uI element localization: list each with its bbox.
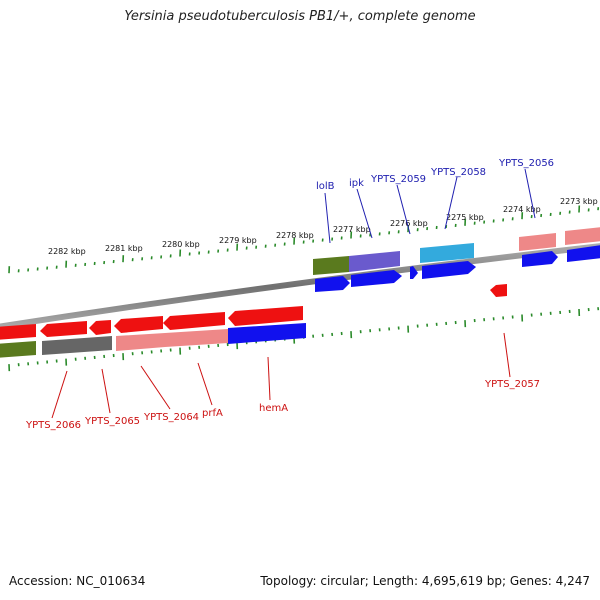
- scale-label-2279: 2279 kbp: [219, 236, 257, 245]
- gene-feature-olive-lolB[interactable]: [313, 256, 349, 275]
- scale-label-2274: 2274 kbp: [503, 205, 541, 214]
- scale-label-2275: 2275 kbp: [446, 213, 484, 222]
- lower-leader-lines: [51, 332, 511, 419]
- gene-feature-gray-YPTS_2065[interactable]: [42, 336, 112, 355]
- gene-arrow-red-3[interactable]: [89, 320, 111, 335]
- gene-label-lolB: lolB: [316, 181, 335, 192]
- gene-label-YPTS_2058: YPTS_2058: [430, 167, 486, 178]
- scale-label-2273: 2273 kbp: [560, 197, 598, 206]
- gene-arrow-blue-1[interactable]: [315, 276, 350, 292]
- scale-label-2278: 2278 kbp: [276, 231, 314, 240]
- gene-feature-pink-prfA[interactable]: [165, 329, 228, 347]
- genome-title: Yersinia pseudotuberculosis PB1/+, compl…: [124, 9, 476, 24]
- upper-leader-lines: [324, 168, 536, 244]
- gene-arrow-red-YPTS_2057[interactable]: [490, 284, 507, 297]
- gene-arrow-red-5[interactable]: [163, 312, 225, 330]
- scale-label-2282: 2282 kbp: [48, 247, 86, 256]
- gene-arrow-red-4[interactable]: [114, 316, 163, 333]
- gene-feature-cyan-YPTS_2058[interactable]: [420, 243, 474, 263]
- gene-feature-pink-YPTS_2056[interactable]: [519, 233, 556, 251]
- topology-text: Topology: circular; Length: 4,695,619 bp…: [260, 574, 590, 588]
- gene-label-YPTS_2065: YPTS_2065: [84, 416, 140, 427]
- scale-label-2276: 2276 kbp: [390, 219, 428, 228]
- scale-label-2280: 2280 kbp: [162, 240, 200, 249]
- gene-label-prfA: prfA: [202, 408, 223, 419]
- gene-feature-lavender-ipk[interactable]: [349, 251, 400, 272]
- upper-scale-ticks: [8, 205, 600, 274]
- gene-label-YPTS_2066: YPTS_2066: [25, 420, 81, 431]
- gene-label-YPTS_2064: YPTS_2064: [143, 412, 199, 423]
- gene-arrow-red-1[interactable]: [0, 324, 36, 340]
- gene-label-YPTS_2057: YPTS_2057: [484, 379, 540, 390]
- gene-label-hemA: hemA: [259, 403, 288, 414]
- lower-scale-ticks: [8, 307, 600, 372]
- gene-arrow-blue-small[interactable]: [410, 266, 418, 279]
- gene-arrow-red-6[interactable]: [228, 306, 303, 326]
- gene-arrow-blue-3[interactable]: [422, 261, 476, 279]
- gene-label-YPTS_2059: YPTS_2059: [370, 174, 426, 185]
- gene-label-ipk: ipk: [349, 178, 364, 189]
- gene-arrow-blue-2[interactable]: [351, 270, 402, 287]
- scale-label-2277: 2277 kbp: [333, 225, 371, 234]
- gene-feature-blue-hemA[interactable]: [228, 323, 306, 344]
- gene-arrow-blue-5[interactable]: [567, 245, 600, 262]
- gene-feature-pink-right[interactable]: [565, 227, 600, 245]
- gene-feature-pink-YPTS_2064[interactable]: [116, 333, 165, 351]
- gene-feature-olive-left[interactable]: [0, 341, 36, 358]
- gene-arrow-blue-4[interactable]: [522, 251, 558, 267]
- accession-text: Accession: NC_010634: [9, 574, 146, 588]
- scale-label-2281: 2281 kbp: [105, 244, 143, 253]
- gene-label-YPTS_2056: YPTS_2056: [498, 158, 554, 169]
- gene-arrow-red-2[interactable]: [40, 321, 87, 337]
